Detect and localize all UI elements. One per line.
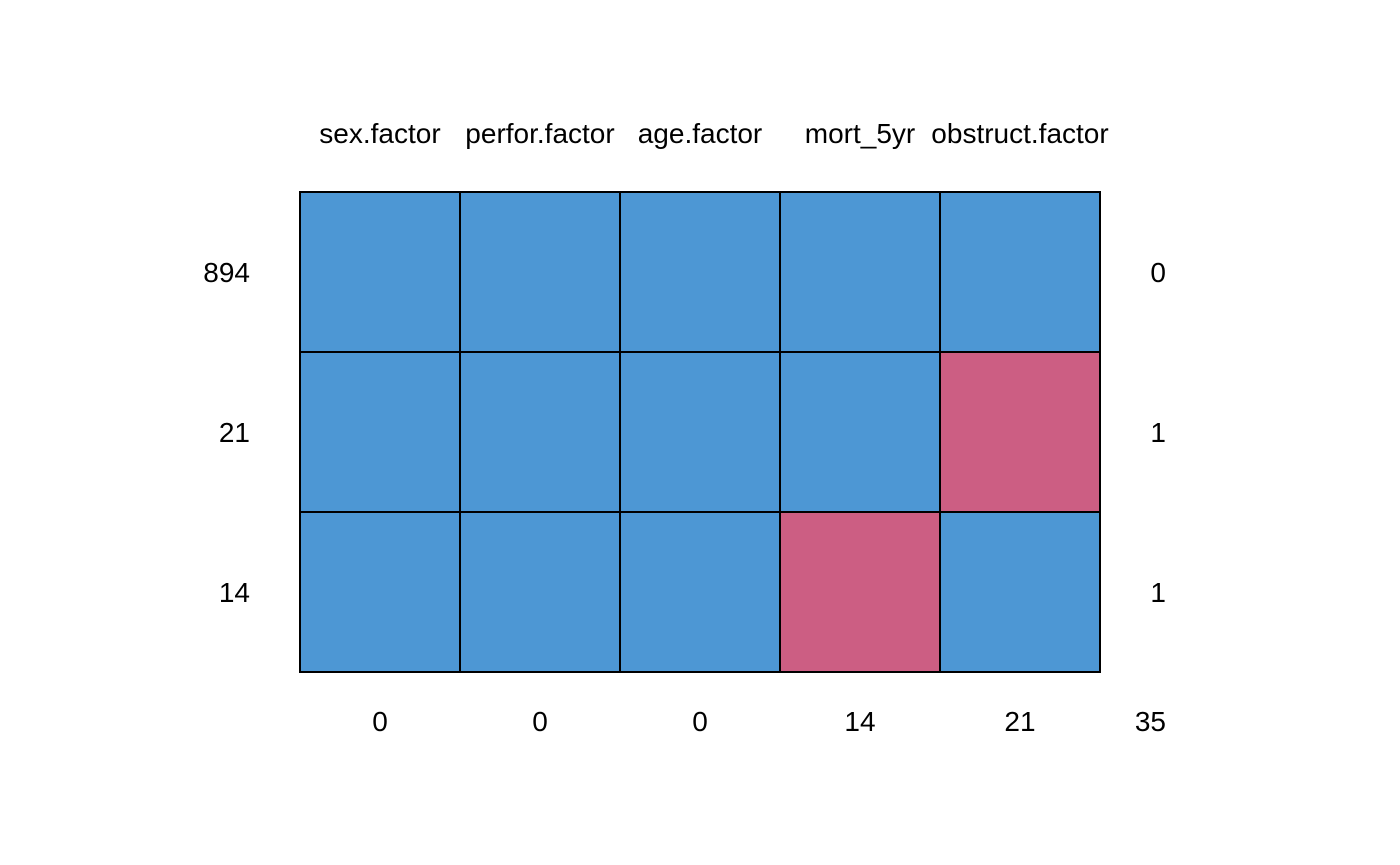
column-label: perfor.factor [465, 118, 614, 149]
column-missing-total-label: 0 [372, 706, 388, 737]
observed-cell [299, 191, 461, 353]
observed-cell [619, 351, 781, 513]
observed-cell [459, 511, 621, 673]
observed-cell [939, 191, 1101, 353]
observed-cell [619, 191, 781, 353]
observed-cell [939, 511, 1101, 673]
observed-cell [459, 191, 621, 353]
column-label: obstruct.factor [931, 118, 1108, 149]
total-missing-label: 35 [1135, 706, 1166, 737]
column-missing-total-label: 0 [532, 706, 548, 737]
column-label: sex.factor [319, 118, 440, 149]
missing-vars-count-label: 0 [1150, 257, 1166, 288]
observed-cell [299, 511, 461, 673]
pattern-count-label: 14 [219, 577, 250, 608]
pattern-count-label: 894 [203, 257, 250, 288]
missing-cell [779, 511, 941, 673]
column-label: age.factor [638, 118, 763, 149]
column-missing-total-label: 21 [1004, 706, 1035, 737]
column-label: mort_5yr [805, 118, 915, 149]
observed-cell [299, 351, 461, 513]
column-missing-total-label: 14 [844, 706, 875, 737]
observed-cell [779, 351, 941, 513]
missing-vars-count-label: 1 [1150, 577, 1166, 608]
pattern-count-label: 21 [219, 417, 250, 448]
observed-cell [459, 351, 621, 513]
column-missing-total-label: 0 [692, 706, 708, 737]
missing-vars-count-label: 1 [1150, 417, 1166, 448]
observed-cell [779, 191, 941, 353]
missing-cell [939, 351, 1101, 513]
observed-cell [619, 511, 781, 673]
